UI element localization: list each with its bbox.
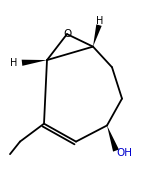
Polygon shape [107,125,119,152]
Text: H: H [96,16,104,26]
Polygon shape [22,60,47,66]
Text: OH: OH [117,148,133,158]
Text: H: H [10,58,17,68]
Polygon shape [93,24,102,47]
Text: O: O [63,29,71,39]
